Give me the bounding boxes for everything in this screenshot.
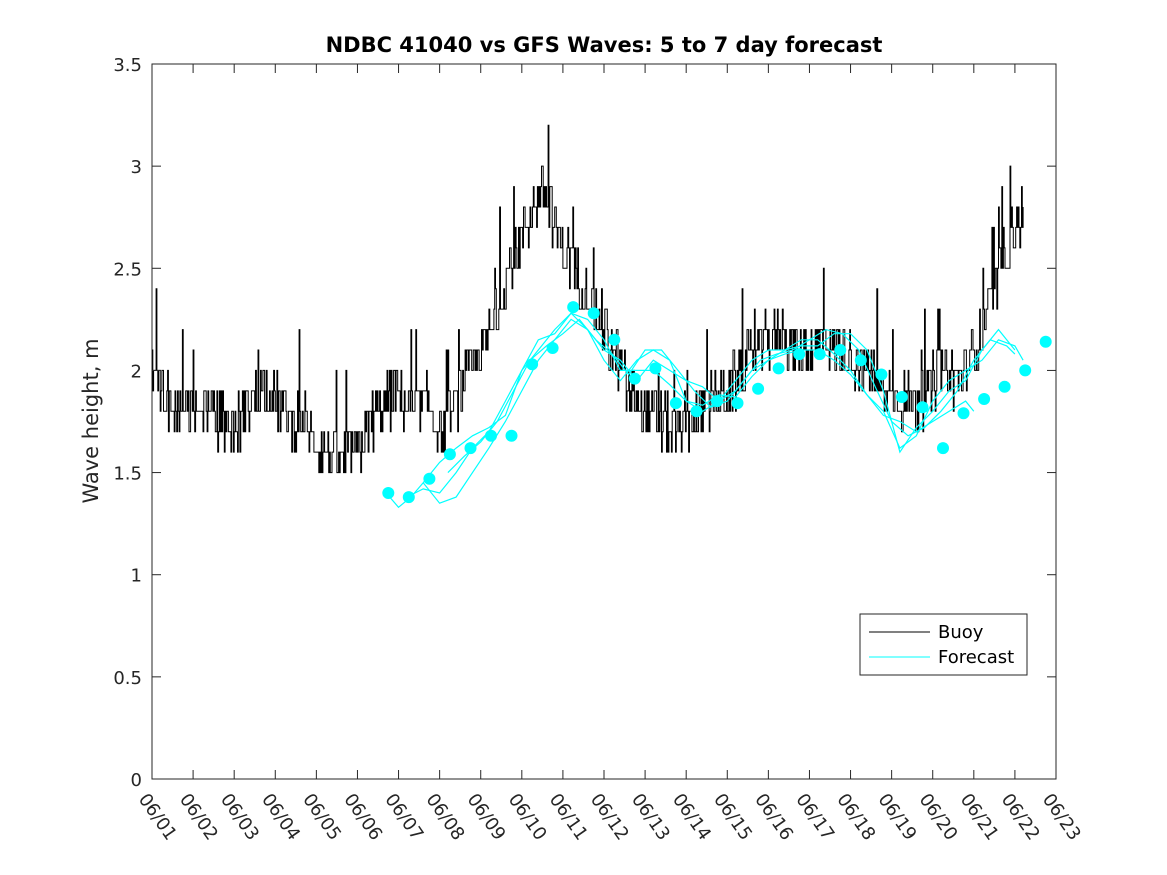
forecast-marker bbox=[916, 401, 929, 414]
forecast-marker bbox=[649, 362, 662, 375]
forecast-marker bbox=[690, 405, 703, 418]
forecast-marker bbox=[752, 382, 765, 395]
forecast-marker bbox=[895, 391, 908, 403]
forecast-marker bbox=[628, 372, 641, 385]
forecast-marker bbox=[505, 429, 518, 442]
forecast-marker bbox=[813, 348, 826, 361]
legend-forecast-label: Forecast bbox=[938, 647, 1014, 668]
y-tick-label: 3.5 bbox=[113, 55, 142, 76]
forecast-marker bbox=[834, 344, 847, 356]
y-tick-label: 0.5 bbox=[113, 668, 142, 689]
forecast-series-line bbox=[385, 312, 1024, 509]
forecast-marker bbox=[402, 491, 415, 504]
forecast-series-line bbox=[447, 318, 1016, 474]
forecast-marker bbox=[485, 429, 497, 442]
y-axis-label: Wave height, m bbox=[79, 338, 103, 503]
y-tick-label: 1 bbox=[131, 566, 142, 587]
y-tick-label: 2 bbox=[131, 361, 142, 382]
forecast-marker bbox=[587, 307, 600, 320]
forecast-marker bbox=[464, 442, 477, 455]
y-tick-label: 2.5 bbox=[113, 259, 142, 280]
forecast-marker bbox=[978, 393, 991, 405]
forecast-marker bbox=[1039, 335, 1052, 348]
legend: Buoy Forecast bbox=[859, 613, 1028, 676]
forecast-marker bbox=[443, 448, 456, 461]
forecast-marker bbox=[608, 333, 621, 346]
forecast-marker bbox=[711, 395, 723, 408]
forecast-marker bbox=[957, 407, 970, 420]
y-tick-label: 1.5 bbox=[113, 464, 142, 485]
series-layer bbox=[152, 124, 1052, 509]
forecast-marker bbox=[731, 397, 744, 410]
y-tick-label: 3 bbox=[131, 157, 142, 178]
forecast-marker bbox=[998, 380, 1011, 393]
forecast-marker bbox=[793, 348, 806, 361]
forecast-marker bbox=[567, 301, 580, 314]
forecast-marker bbox=[1019, 364, 1032, 377]
forecast-marker bbox=[423, 472, 436, 485]
forecast-marker bbox=[546, 342, 559, 354]
forecast-marker bbox=[772, 362, 785, 375]
forecast-marker bbox=[526, 358, 539, 371]
y-tick-label: 0 bbox=[131, 770, 142, 791]
legend-box bbox=[859, 613, 1028, 676]
chart-title: NDBC 41040 vs GFS Waves: 5 to 7 day fore… bbox=[326, 33, 883, 57]
forecast-marker bbox=[854, 354, 867, 367]
forecast-series-line bbox=[406, 312, 975, 498]
buoy-series-line bbox=[152, 124, 1024, 474]
forecast-marker bbox=[669, 397, 682, 410]
forecast-marker bbox=[875, 368, 888, 381]
forecast-marker bbox=[937, 442, 949, 455]
legend-buoy-label: Buoy bbox=[938, 622, 984, 643]
forecast-marker bbox=[382, 487, 395, 499]
